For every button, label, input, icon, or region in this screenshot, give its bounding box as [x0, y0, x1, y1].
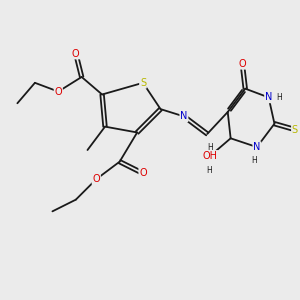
Text: N: N	[253, 142, 261, 152]
Text: H: H	[207, 142, 213, 152]
Text: S: S	[292, 124, 298, 135]
Text: N: N	[265, 92, 272, 102]
Text: O: O	[238, 59, 246, 69]
Text: H: H	[251, 156, 257, 165]
Text: O: O	[72, 49, 80, 58]
Text: H: H	[276, 93, 282, 102]
Text: O: O	[92, 174, 100, 184]
Text: N: N	[180, 111, 188, 122]
Text: O: O	[55, 87, 62, 97]
Text: OH: OH	[203, 151, 218, 161]
Text: H: H	[206, 166, 211, 175]
Text: O: O	[139, 168, 147, 178]
Text: S: S	[140, 78, 146, 88]
